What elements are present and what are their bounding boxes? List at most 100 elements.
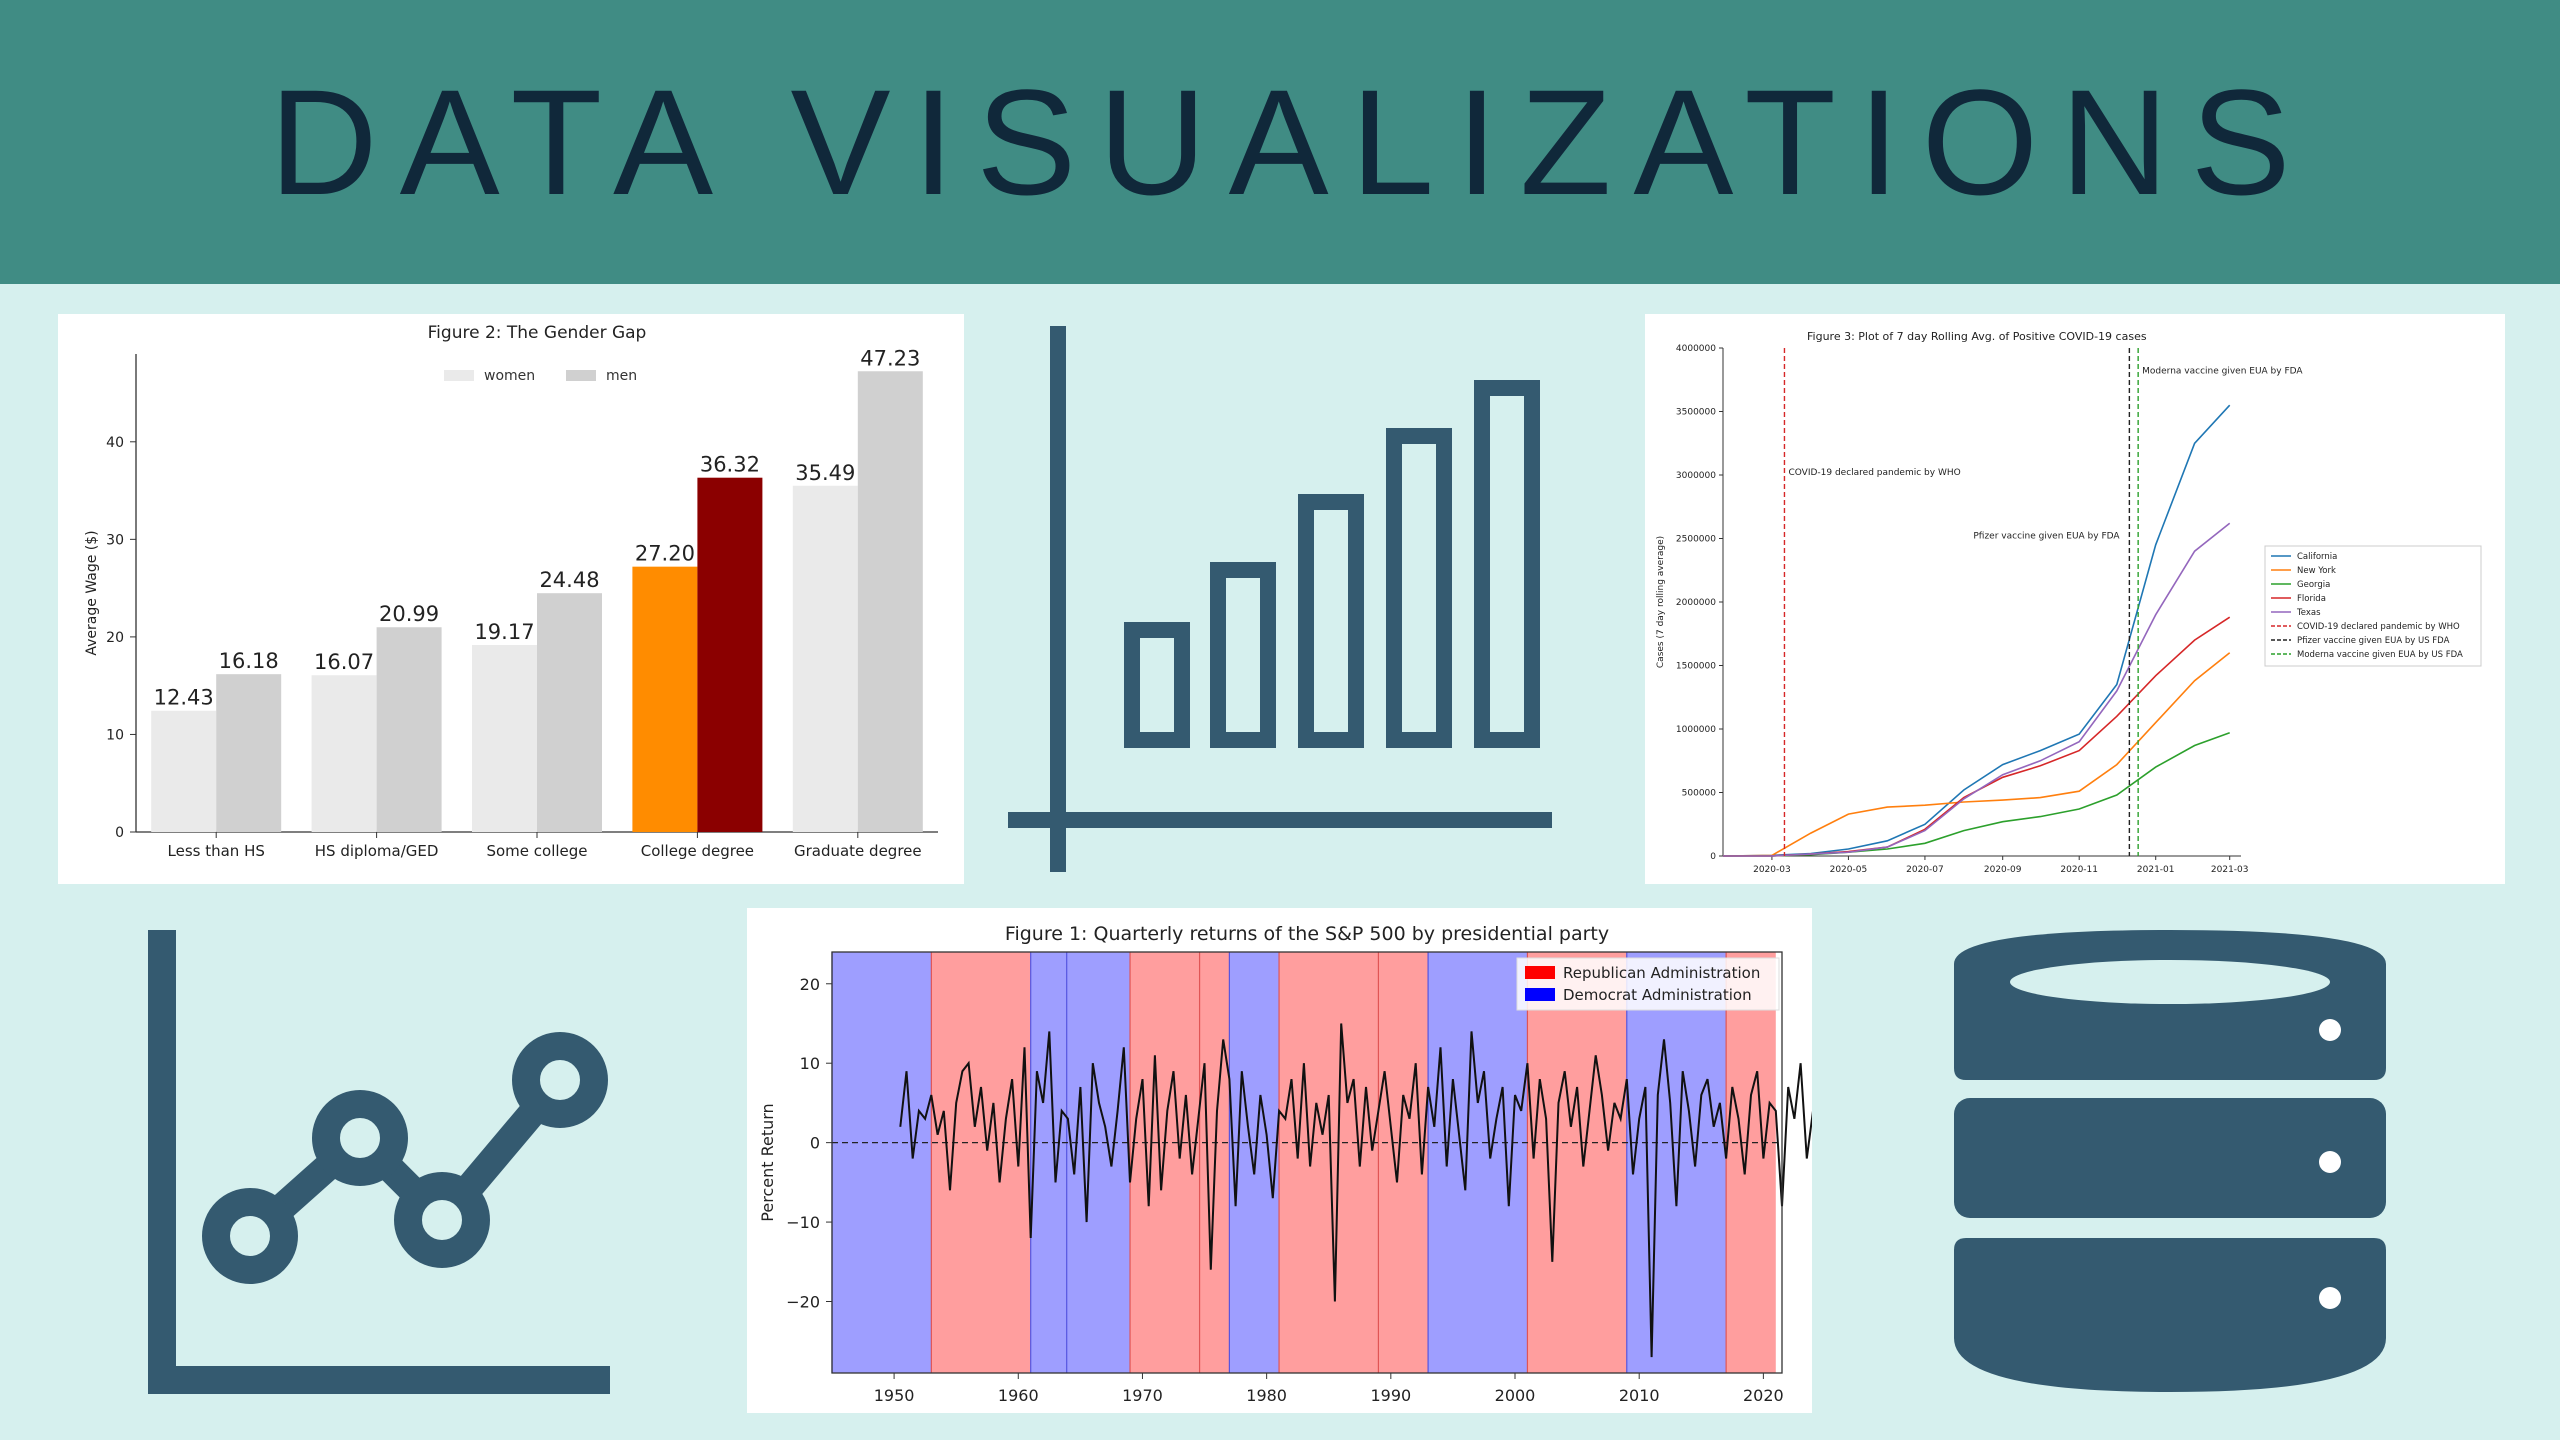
- y-tick-label: 30: [106, 532, 124, 548]
- administration-band: [1726, 952, 1776, 1373]
- x-tick-label: Some college: [486, 842, 587, 860]
- administration-band: [931, 952, 1031, 1373]
- gender-gap-svg: Figure 2: The Gender Gap women men 0 10 20 30 4…: [84, 323, 938, 860]
- line-chart-icon: [120, 920, 640, 1400]
- x-tick-label: Graduate degree: [794, 842, 922, 860]
- bar-women: [632, 566, 698, 832]
- y-tick-label: 2000000: [1676, 598, 1716, 608]
- sp500-returns-chart: Figure 1: Quarterly returns of the S&P 5…: [747, 908, 1812, 1413]
- y-tick-label: 0: [1710, 852, 1716, 862]
- bar-label-women: 27.20: [635, 542, 695, 566]
- x-tick-label: 2020-11: [2060, 865, 2098, 875]
- y-tick-label: 0: [810, 1134, 820, 1153]
- x-tick-label: 2020-05: [1830, 865, 1868, 875]
- bar-label-men: 24.48: [539, 568, 599, 592]
- x-tick-label: College degree: [641, 842, 754, 860]
- legend-label: California: [2297, 552, 2337, 562]
- x-tick-label: HS diploma/GED: [315, 842, 439, 860]
- legend-label: Republican Administration: [1563, 964, 1760, 982]
- bar-chart-icon: [990, 320, 1570, 880]
- x-tick-label: 1980: [1246, 1386, 1287, 1405]
- series-line-new-york: [1722, 652, 2231, 857]
- legend-swatch-women: [444, 370, 474, 381]
- x-tick-label: 1950: [874, 1386, 915, 1405]
- y-tick-label: 2500000: [1676, 535, 1716, 545]
- administration-band: [1279, 952, 1379, 1373]
- x-tick-label: 1990: [1370, 1386, 1411, 1405]
- bar-women: [311, 675, 377, 832]
- y-tick-label: 10: [800, 1054, 820, 1073]
- administration-band: [1428, 952, 1528, 1373]
- series-line-florida: [1722, 616, 2231, 857]
- y-tick-label: 500000: [1682, 789, 1717, 799]
- x-tick-label: 2020-03: [1753, 865, 1791, 875]
- administration-band: [1030, 952, 1067, 1373]
- y-axis-label: Average Wage ($): [84, 530, 100, 655]
- gender-gap-chart: Figure 2: The Gender Gap women men 0 10 20 30 4…: [58, 314, 964, 884]
- bar-label-women: 19.17: [474, 620, 534, 644]
- y-tick-label: −10: [786, 1213, 820, 1232]
- legend-label: New York: [2297, 566, 2336, 576]
- legend-label-men: men: [606, 368, 637, 384]
- covid-cases-svg: Figure 3: Plot of 7 day Rolling Avg. of …: [1656, 330, 2482, 875]
- y-tick-label: 1000000: [1676, 725, 1716, 735]
- x-tick-label: Less than HS: [168, 842, 265, 860]
- banner-title: DATA VISUALIZATIONS: [269, 57, 2313, 226]
- legend-label: Texas: [2296, 608, 2321, 618]
- event-label: Pfizer vaccine given EUA by FDA: [1973, 532, 2120, 542]
- x-tick-label: 1960: [998, 1386, 1039, 1405]
- legend-label: COVID-19 declared pandemic by WHO: [2297, 622, 2460, 632]
- x-tick-label: 2020-07: [1906, 865, 1944, 875]
- bar-men: [697, 477, 763, 832]
- chart-title: Figure 2: The Gender Gap: [428, 323, 647, 343]
- returns-line: [899, 1023, 1812, 1358]
- administration-band: [1130, 952, 1200, 1373]
- plot-frame: [831, 951, 1783, 1374]
- bar-label-women: 35.49: [795, 461, 855, 485]
- x-tick-label: 2000: [1495, 1386, 1536, 1405]
- banner: DATA VISUALIZATIONS: [0, 0, 2560, 284]
- legend-label: Florida: [2297, 594, 2326, 604]
- y-tick-label: 20: [106, 630, 124, 646]
- y-axis-label: Cases (7 day rolling average): [1656, 536, 1666, 668]
- legend-swatch: [1525, 966, 1555, 979]
- legend-box: [2264, 545, 2482, 667]
- y-tick-label: −20: [786, 1293, 820, 1312]
- y-tick-label: 1500000: [1676, 662, 1716, 672]
- event-label: COVID-19 declared pandemic by WHO: [1788, 468, 1960, 478]
- bar-women: [151, 710, 217, 832]
- bar-men: [857, 371, 923, 832]
- administration-band: [1626, 952, 1727, 1373]
- covid-cases-chart: Figure 3: Plot of 7 day Rolling Avg. of …: [1645, 314, 2505, 884]
- bar-label-men: 47.23: [860, 346, 920, 370]
- series-line-georgia: [1722, 732, 2230, 857]
- bar-label-women: 16.07: [314, 650, 374, 674]
- legend-swatch-men: [566, 370, 596, 381]
- sp500-returns-svg: Figure 1: Quarterly returns of the S&P 5…: [758, 923, 1812, 1405]
- y-tick-label: 20: [800, 975, 820, 994]
- bar-women: [472, 644, 537, 832]
- x-tick-label: 2021-03: [2211, 865, 2249, 875]
- chart-title: Figure 3: Plot of 7 day Rolling Avg. of …: [1807, 330, 2147, 343]
- bar-label-men: 16.18: [219, 649, 279, 673]
- database-icon: [1940, 920, 2400, 1400]
- bar-women: [792, 485, 858, 832]
- administration-band: [1066, 952, 1131, 1373]
- legend-box: [1516, 957, 1780, 1011]
- bar-men: [376, 627, 442, 832]
- y-tick-label: 3000000: [1676, 471, 1716, 481]
- y-tick-label: 4000000: [1676, 344, 1716, 354]
- y-tick-label: 10: [106, 727, 124, 743]
- administration-band: [832, 952, 932, 1373]
- event-label: Moderna vaccine given EUA by FDA: [2142, 366, 2303, 376]
- legend-label-women: women: [484, 368, 535, 384]
- series-line-texas: [1722, 522, 2231, 857]
- y-tick-label: 0: [115, 825, 124, 841]
- bar-men: [537, 593, 602, 832]
- bar-label-men: 36.32: [700, 453, 760, 477]
- x-tick-label: 2020-09: [1984, 865, 2022, 875]
- x-tick-label: 2010: [1619, 1386, 1660, 1405]
- administration-band: [1378, 952, 1429, 1373]
- legend-label: Georgia: [2297, 580, 2330, 590]
- legend-swatch: [1525, 988, 1555, 1001]
